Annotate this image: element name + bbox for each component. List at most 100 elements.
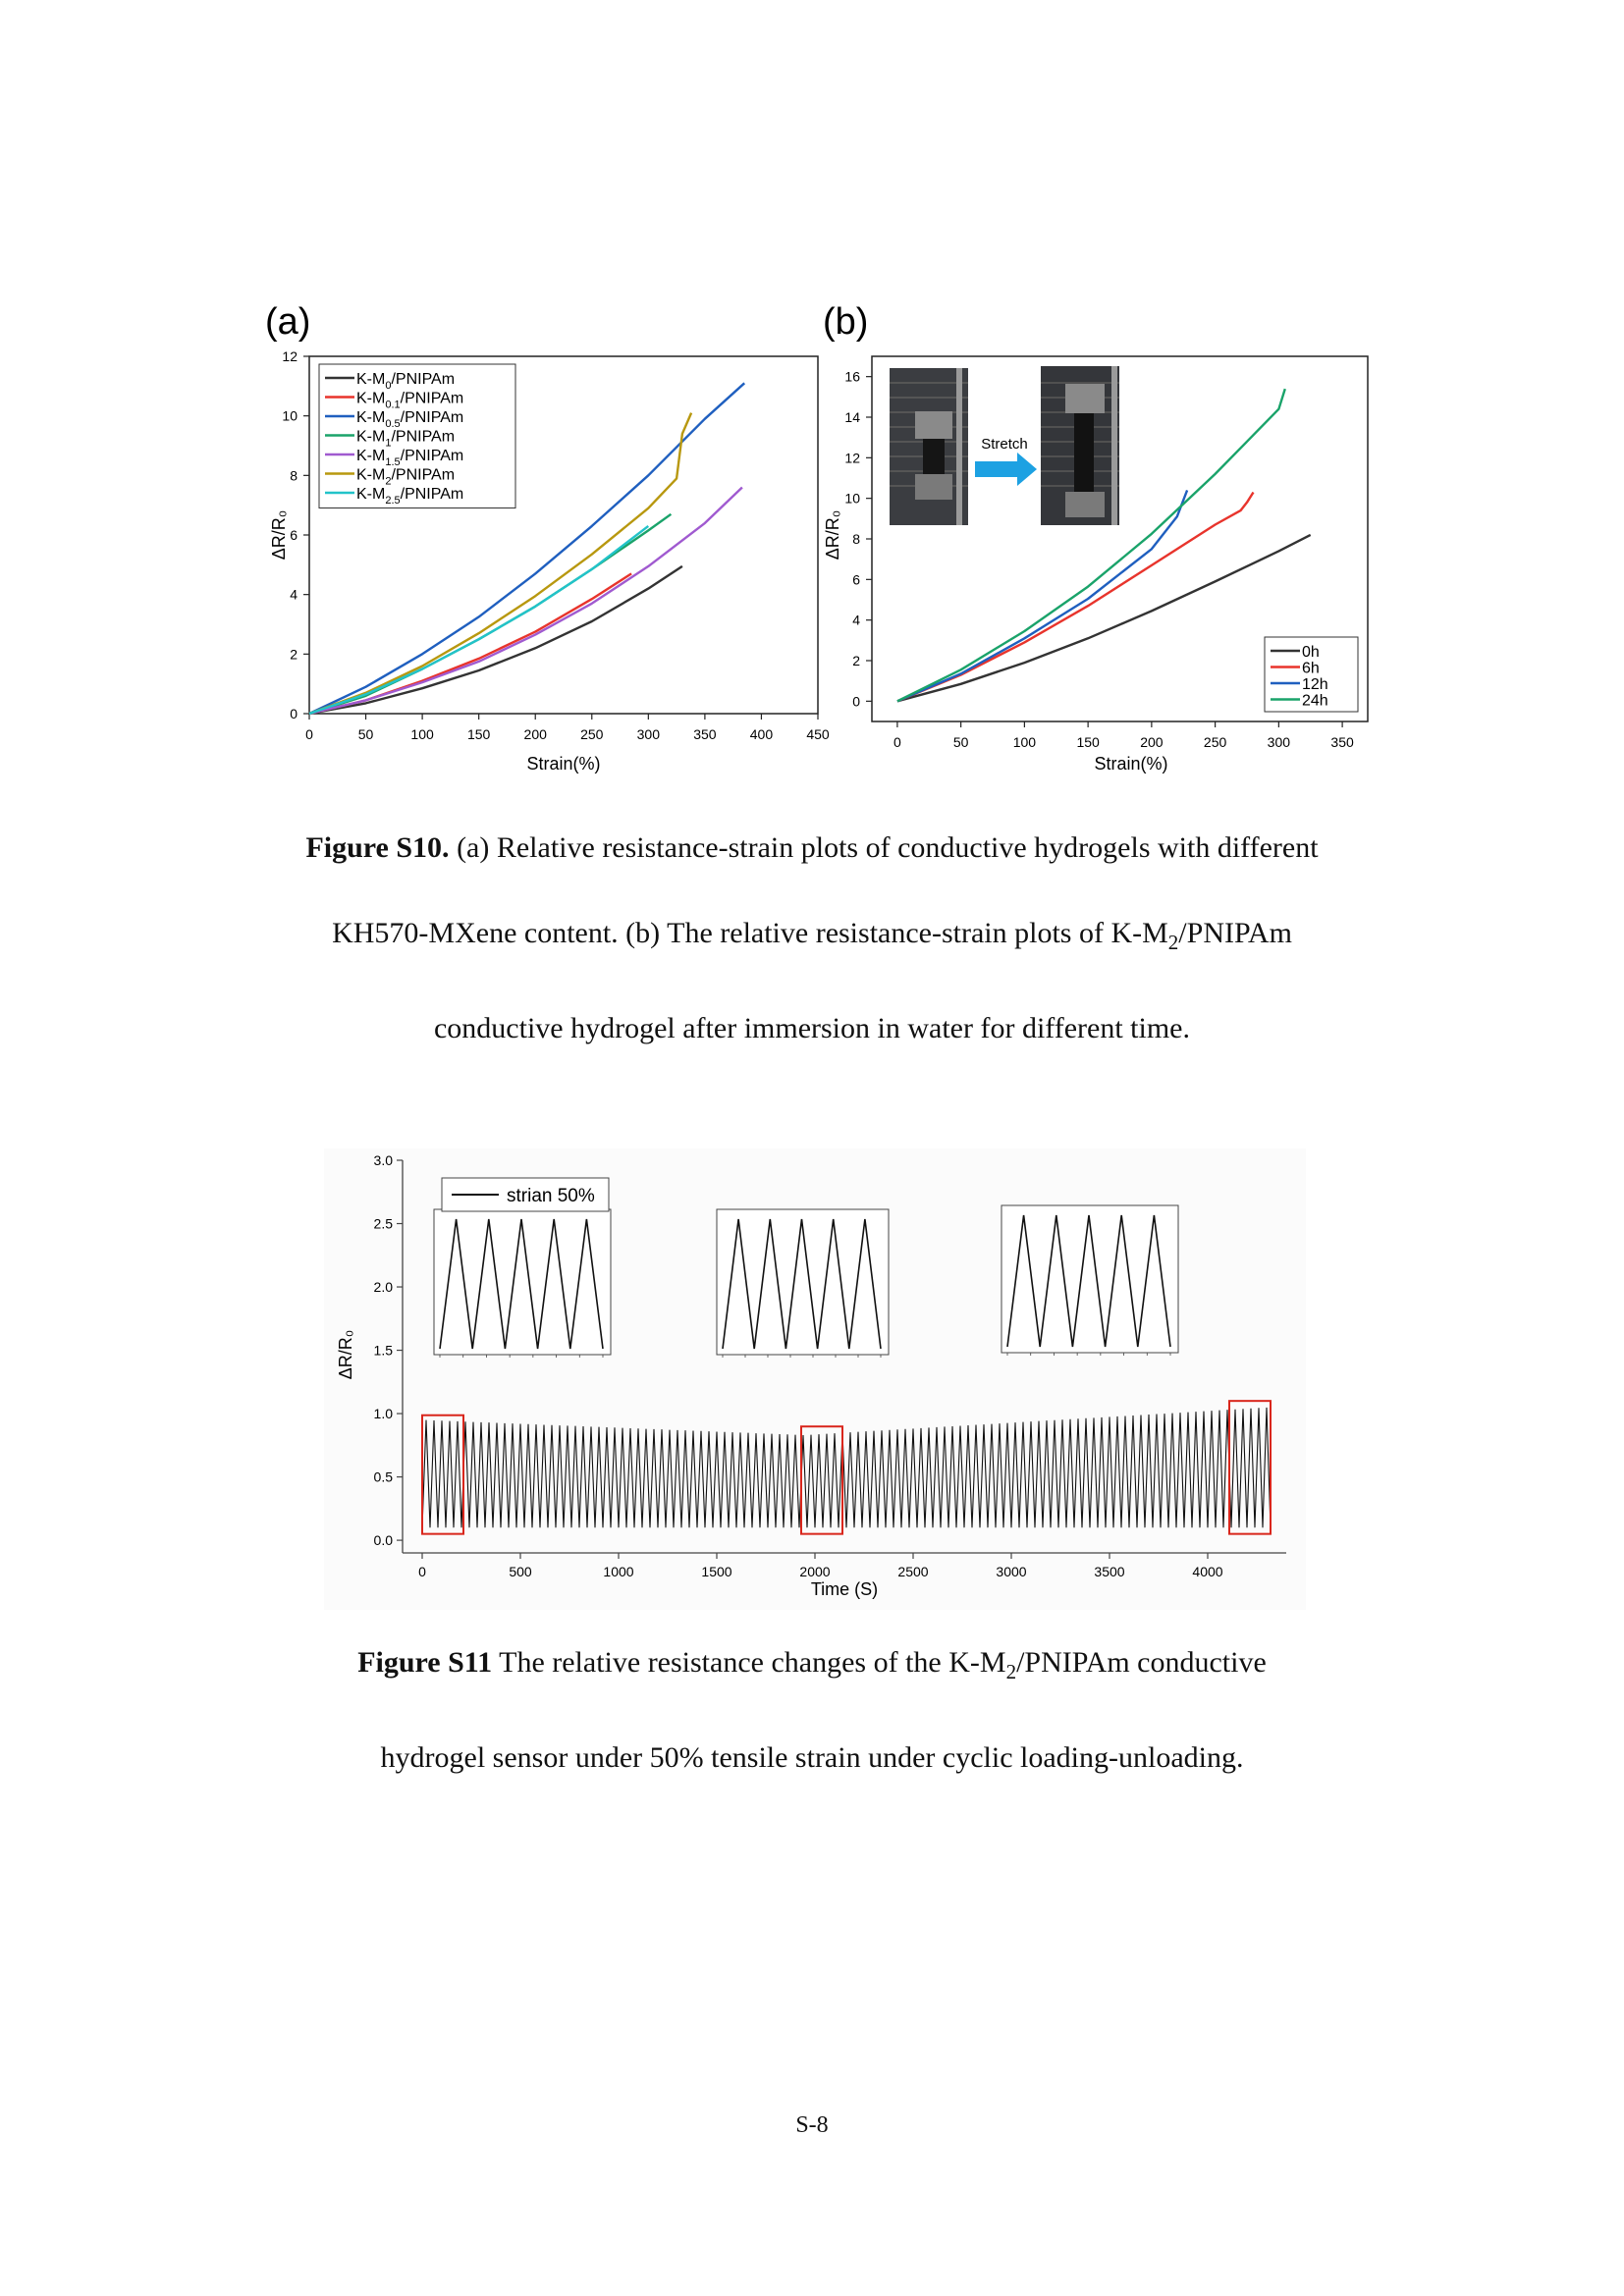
figure_s10.panel_b-x-tick-label: 150 bbox=[1076, 734, 1100, 750]
figure_s10.panel_b-y-tick-label: 0 bbox=[852, 693, 860, 709]
s11-highlight-box bbox=[1228, 1400, 1272, 1535]
figure_s10.panel_a-x-tick-label: 450 bbox=[806, 726, 830, 742]
figure-s10-caption: Figure S10. (a) Relative resistance-stra… bbox=[157, 805, 1467, 1071]
figure-s10-caption-line2-end: /PNIPAm bbox=[1178, 917, 1292, 949]
figure_s10.panel_b-series-line-1 bbox=[896, 491, 1255, 703]
figure_s10.panel_b-y-tick-label: 12 bbox=[844, 450, 860, 465]
figure_s10.panel_b-y-tick-label: 2 bbox=[852, 653, 860, 668]
figure_s10.panel_b-x-tick-label: 300 bbox=[1268, 734, 1291, 750]
figure_s10.panel_a-series-line-3 bbox=[308, 512, 673, 716]
figure_s10.panel_a-legend-entry: K-M0.5/PNIPAm bbox=[356, 409, 463, 430]
figure_s10.panel_a-legend-entry: K-M1/PNIPAm bbox=[356, 429, 455, 450]
stretch-arrow-icon bbox=[975, 453, 1037, 486]
figure_s10.panel_a-legend-entry: K-M2.5/PNIPAm bbox=[356, 486, 463, 507]
figure-s10-caption-line2: KH570-MXene content. (b) The relative re… bbox=[332, 917, 1168, 949]
figure_s10.panel_b-legend-entry: 12h bbox=[1302, 676, 1328, 693]
figure_s10.panel_a-legend-entry: K-M0.1/PNIPAm bbox=[356, 391, 463, 411]
s11-y-tick-label: 1.5 bbox=[374, 1343, 394, 1359]
figure_s10.panel_a-legend-entry: K-M0/PNIPAm bbox=[356, 371, 455, 392]
s11-x-tick-label: 3500 bbox=[1094, 1564, 1124, 1579]
figure-s10-caption-line3: conductive hydrogel after immersion in w… bbox=[433, 1012, 1190, 1044]
figure_s10.panel_b-y-tick-label: 10 bbox=[844, 491, 860, 507]
s11-y-tick-label: 1.0 bbox=[374, 1406, 394, 1421]
panel-a-y-axis-label: ΔR/R₀ bbox=[269, 510, 289, 561]
figure-s11-caption-line2: hydrogel sensor under 50% tensile strain… bbox=[380, 1741, 1244, 1774]
figure_s10.panel_a-x-tick-label: 250 bbox=[580, 726, 604, 742]
figure_s10.panel_b-y-tick-label: 6 bbox=[852, 571, 860, 587]
panel-a-chart: 0 50 100 150 200 250 300 350 400 450 0 2 4 6 8 10 12 K-M… bbox=[269, 348, 830, 774]
figure_s10.panel_a-series-line-4 bbox=[308, 486, 743, 716]
figure_s10.panel_a-legend-entry: K-M1.5/PNIPAm bbox=[356, 448, 463, 468]
s11-x-tick-label: 2000 bbox=[799, 1564, 830, 1579]
s11-y-tick-label: 3.0 bbox=[374, 1152, 394, 1168]
s11-zoom-inset-line bbox=[439, 1218, 604, 1350]
figure_s10.panel_b-x-tick-label: 250 bbox=[1204, 734, 1227, 750]
figure_s10.panel_a-y-tick-label: 2 bbox=[290, 646, 298, 662]
figure-s11-axes: 0 500 1000 1500 2000 2500 3000 3500 4000 0.0 0.5 1.… bbox=[374, 1152, 1286, 1579]
s11-y-tick-label: 0.0 bbox=[374, 1532, 394, 1548]
s11-zoom-inset-line bbox=[722, 1218, 882, 1350]
figure_s10.panel_b-x-tick-label: 350 bbox=[1330, 734, 1354, 750]
stretch-label: Stretch bbox=[981, 436, 1028, 453]
figure_s10.panel_a-x-tick-label: 0 bbox=[305, 726, 313, 742]
figure_s10.panel_a-x-tick-label: 350 bbox=[693, 726, 717, 742]
s11-x-tick-label: 1500 bbox=[701, 1564, 731, 1579]
s11-y-tick-label: 2.5 bbox=[374, 1216, 394, 1232]
figure_s10.panel_a-legend-entry: K-M2/PNIPAm bbox=[356, 467, 455, 488]
figure-s11-caption-line1: The relative resistance changes of the K… bbox=[492, 1646, 1006, 1679]
s11-y-axis-label: ΔR/R₀ bbox=[336, 1330, 355, 1380]
figure_s10.panel_b-legend-entry: 24h bbox=[1302, 693, 1328, 710]
figure_s10.panel_b-series-line-0 bbox=[896, 533, 1312, 703]
figure-s10-caption-subscript: 2 bbox=[1167, 931, 1179, 954]
figure_s10.panel_b-y-tick-label: 4 bbox=[852, 613, 860, 628]
figure-s11-caption: Figure S11 The relative resistance chang… bbox=[157, 1620, 1467, 1800]
figure_s10.panel_a-series-line-0 bbox=[308, 564, 683, 716]
figure_s10.panel_a-x-tick-label: 150 bbox=[467, 726, 491, 742]
s11-highlight-box bbox=[800, 1425, 843, 1535]
figure_s10.panel_a-series-line-6 bbox=[308, 524, 650, 716]
page-number: S-8 bbox=[795, 2112, 829, 2138]
figure_s10.panel_b-series-line-2 bbox=[896, 489, 1189, 703]
panel-b-chart: 0 50 100 150 200 250 300 350 0 2 4 6 8 10 12 14 16 bbox=[823, 355, 1369, 774]
s11-y-tick-label: 2.0 bbox=[374, 1279, 394, 1295]
s11-x-tick-label: 3000 bbox=[996, 1564, 1026, 1579]
s11-x-tick-label: 1000 bbox=[603, 1564, 633, 1579]
figure-s10-caption-line1: (a) Relative resistance-strain plots of … bbox=[449, 831, 1319, 864]
figure_s10.panel_b-x-tick-label: 200 bbox=[1140, 734, 1164, 750]
s11-x-tick-label: 4000 bbox=[1192, 1564, 1222, 1579]
figure-s11: 0 500 1000 1500 2000 2500 3000 3500 4000 0.0 0.5 1.… bbox=[324, 1148, 1306, 1610]
figure_s10.panel_a-x-tick-label: 50 bbox=[358, 726, 374, 742]
figure-s11-caption-label: Figure S11 bbox=[357, 1646, 493, 1679]
s11-legend: strian 50% bbox=[441, 1177, 610, 1212]
stretch-photo-inset: Stretch bbox=[890, 366, 1119, 525]
s11-y-tick-label: 0.5 bbox=[374, 1469, 394, 1485]
figure-s11-caption-subscript: 2 bbox=[1005, 1660, 1017, 1683]
s11-series-line bbox=[421, 1407, 1272, 1528]
s11-legend-label: strian 50% bbox=[507, 1186, 595, 1206]
figure_s10.panel_b-x-tick-label: 100 bbox=[1013, 734, 1037, 750]
figure_s10.panel_a-x-tick-label: 200 bbox=[524, 726, 548, 742]
s11-x-tick-label: 2500 bbox=[897, 1564, 928, 1579]
s11-x-tick-label: 0 bbox=[418, 1564, 426, 1579]
s11-x-axis-label: Time (S) bbox=[811, 1579, 878, 1599]
figure_s10.panel_a-x-tick-label: 400 bbox=[750, 726, 774, 742]
figure_s10.panel_b-x-tick-label: 0 bbox=[893, 734, 901, 750]
s11-x-tick-label: 500 bbox=[509, 1564, 532, 1579]
panel-b-label: (b) bbox=[823, 301, 868, 343]
figure_s10.panel_b-y-tick-label: 8 bbox=[852, 531, 860, 547]
panel-a-x-axis-label: Strain(%) bbox=[526, 754, 600, 774]
figure_s10.panel_b-legend-entry: 0h bbox=[1302, 644, 1320, 661]
figure_s10.panel_b-y-tick-label: 14 bbox=[844, 409, 860, 425]
figure_s10.panel_b-y-tick-label: 16 bbox=[844, 369, 860, 385]
figure-s11-caption-line1-end: /PNIPAm conductive bbox=[1016, 1646, 1267, 1679]
figure_s10.panel_b-legend-entry: 6h bbox=[1302, 661, 1320, 677]
figure_s10.panel_b-x-tick-label: 50 bbox=[953, 734, 969, 750]
figure_s10.panel_a-y-tick-label: 0 bbox=[290, 706, 298, 721]
s11-highlight-box bbox=[421, 1414, 464, 1535]
panel-b-y-axis-label: ΔR/R₀ bbox=[823, 510, 842, 561]
figure_s10.panel_b-series-line-3 bbox=[896, 388, 1286, 703]
figure_s10.panel_a-y-tick-label: 4 bbox=[290, 587, 298, 603]
figure_s10.panel_a-y-tick-label: 10 bbox=[282, 408, 298, 424]
panel-a-legend: K-M0/PNIPAmK-M0.1/PNIPAmK-M0.5/PNIPAmK-M… bbox=[318, 363, 516, 508]
